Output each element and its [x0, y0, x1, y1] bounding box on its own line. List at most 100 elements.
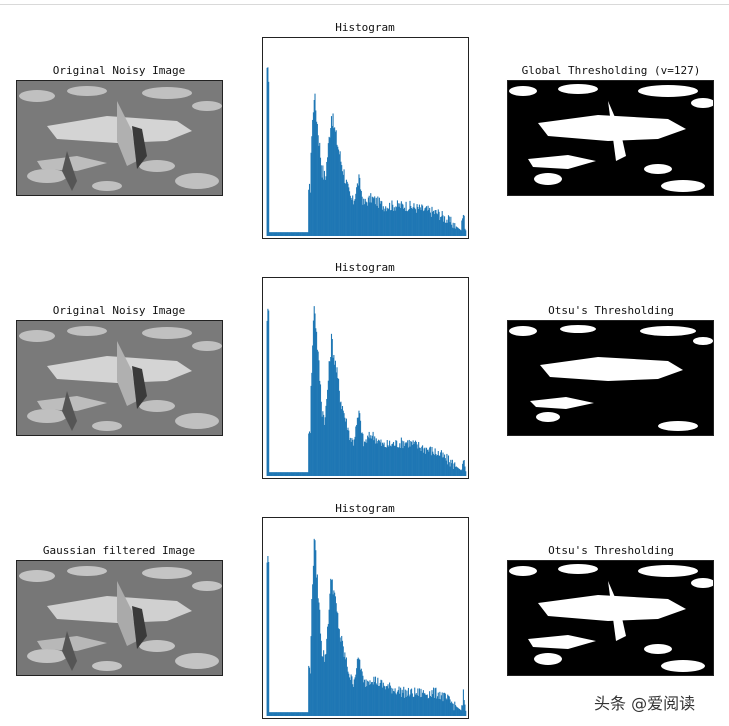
histogram-3-bar	[425, 695, 428, 716]
histogram-3-bar	[313, 538, 315, 716]
histogram-3-bar	[266, 562, 268, 716]
histogram-1-bar	[444, 216, 446, 236]
histogram-3-bar	[326, 638, 328, 716]
histogram-1-bar	[290, 232, 292, 236]
histogram-1-bar	[386, 207, 388, 236]
histogram-3-bar	[269, 712, 271, 716]
histogram-1-bar	[417, 206, 419, 236]
histogram-3-bar	[392, 691, 395, 716]
histogram-1-bar	[451, 227, 453, 236]
histogram-3-bar	[372, 684, 374, 716]
histogram-2-bar	[341, 406, 344, 476]
histogram-1-bar	[348, 187, 350, 236]
histogram-1-bar	[354, 199, 356, 236]
histogram-2-bar	[372, 431, 374, 476]
histogram-1-bar	[419, 207, 421, 236]
histogram-1-bar	[327, 143, 329, 236]
histogram-2-bar	[317, 351, 319, 476]
histogram-1-bar	[459, 229, 461, 236]
histogram-1-bar	[387, 209, 389, 236]
histogram-1-bar	[391, 200, 393, 236]
histogram-1-bar	[367, 205, 369, 236]
histogram-1-bar	[437, 209, 439, 236]
histogram-2-bar	[329, 361, 331, 476]
histogram-3-bar	[355, 674, 357, 716]
histogram-3-bar	[318, 602, 320, 716]
histogram-3-bar	[273, 712, 275, 716]
histogram-2-bar	[403, 441, 405, 476]
histogram-3-bar	[277, 712, 279, 716]
histogram-1-bar	[363, 204, 366, 236]
histogram-3-bar	[312, 584, 314, 716]
histogram-3-bar	[279, 712, 282, 716]
histogram-2-bar	[417, 448, 419, 476]
histogram-3-bar	[352, 686, 355, 716]
histogram-1-bar	[317, 135, 319, 236]
histogram-3-bar	[308, 667, 311, 716]
histogram-2-bar	[407, 440, 409, 476]
histogram-3-bar	[389, 682, 391, 716]
histogram-3-bar	[421, 696, 423, 716]
histogram-3-bar	[306, 712, 308, 716]
histogram-1-bar	[297, 232, 300, 236]
histogram-2-bar	[354, 436, 356, 476]
histogram-2-bar	[374, 443, 377, 476]
histogram-3-bar	[268, 562, 270, 716]
histogram-3-bar	[403, 697, 406, 716]
histogram-3-bar	[350, 674, 352, 716]
histogram-2-bar	[454, 462, 456, 476]
histogram-3-bar	[375, 683, 377, 716]
histogram-2-bar	[298, 472, 300, 476]
histogram-1-bar	[360, 190, 362, 236]
histogram-1-bar	[431, 206, 433, 236]
histogram-2-bar	[319, 384, 322, 476]
histogram-1-svg	[266, 67, 467, 237]
histogram-2-bar	[314, 313, 316, 476]
histogram-3-bar	[391, 693, 393, 716]
histogram-1-bar	[315, 110, 317, 236]
histogram-2-bar	[278, 472, 280, 476]
histogram-3-bar	[444, 692, 446, 716]
histogram-1-bar	[438, 211, 440, 236]
histogram-2-bar	[318, 360, 320, 476]
histogram-1-bar	[346, 181, 348, 236]
histogram-2-bar	[391, 444, 393, 476]
histogram-1-bar	[440, 216, 442, 236]
histogram-2-bar	[385, 447, 387, 476]
histogram-1-bar	[357, 185, 359, 236]
histogram-3-bar	[461, 705, 463, 716]
histogram-3-bar	[337, 613, 339, 716]
histogram-1-bar	[390, 209, 392, 236]
histogram-2-bar	[410, 441, 412, 476]
histogram-2-bar	[359, 413, 361, 476]
histogram-1-bar	[368, 195, 370, 236]
histogram-2-bar	[276, 472, 278, 476]
histogram-3-bar	[395, 693, 397, 716]
histogram-3-bar	[427, 698, 429, 716]
histogram-2-bar	[448, 462, 450, 476]
histogram-1-bar	[451, 224, 453, 236]
histogram-3-bar	[433, 697, 435, 716]
histogram-1-bar	[347, 183, 349, 236]
histogram-1-bar	[422, 205, 424, 236]
histogram-2-bar	[411, 441, 413, 476]
histogram-3-bar	[378, 686, 380, 716]
histogram-2-bar	[294, 472, 296, 476]
histogram-1-bar	[318, 145, 320, 236]
histogram-2-bar	[272, 472, 274, 476]
histogram-1-bar	[277, 232, 279, 236]
histogram-3-bar	[374, 681, 376, 716]
histogram-3-bar	[319, 609, 321, 716]
histogram-1-bar	[392, 204, 394, 236]
histogram-1-bar	[352, 195, 354, 236]
histogram-1-bar	[294, 232, 296, 236]
histogram-1-bar	[314, 93, 316, 237]
histogram-3-bar	[366, 686, 368, 716]
histogram-2-bar	[371, 435, 373, 476]
histogram-3-bar	[334, 596, 336, 716]
histogram-1-bar	[363, 198, 365, 236]
histogram-2-bar	[407, 447, 409, 476]
histogram-2-bar	[433, 455, 435, 476]
histogram-3-bar	[299, 712, 301, 716]
histogram-1-bar	[352, 204, 355, 236]
